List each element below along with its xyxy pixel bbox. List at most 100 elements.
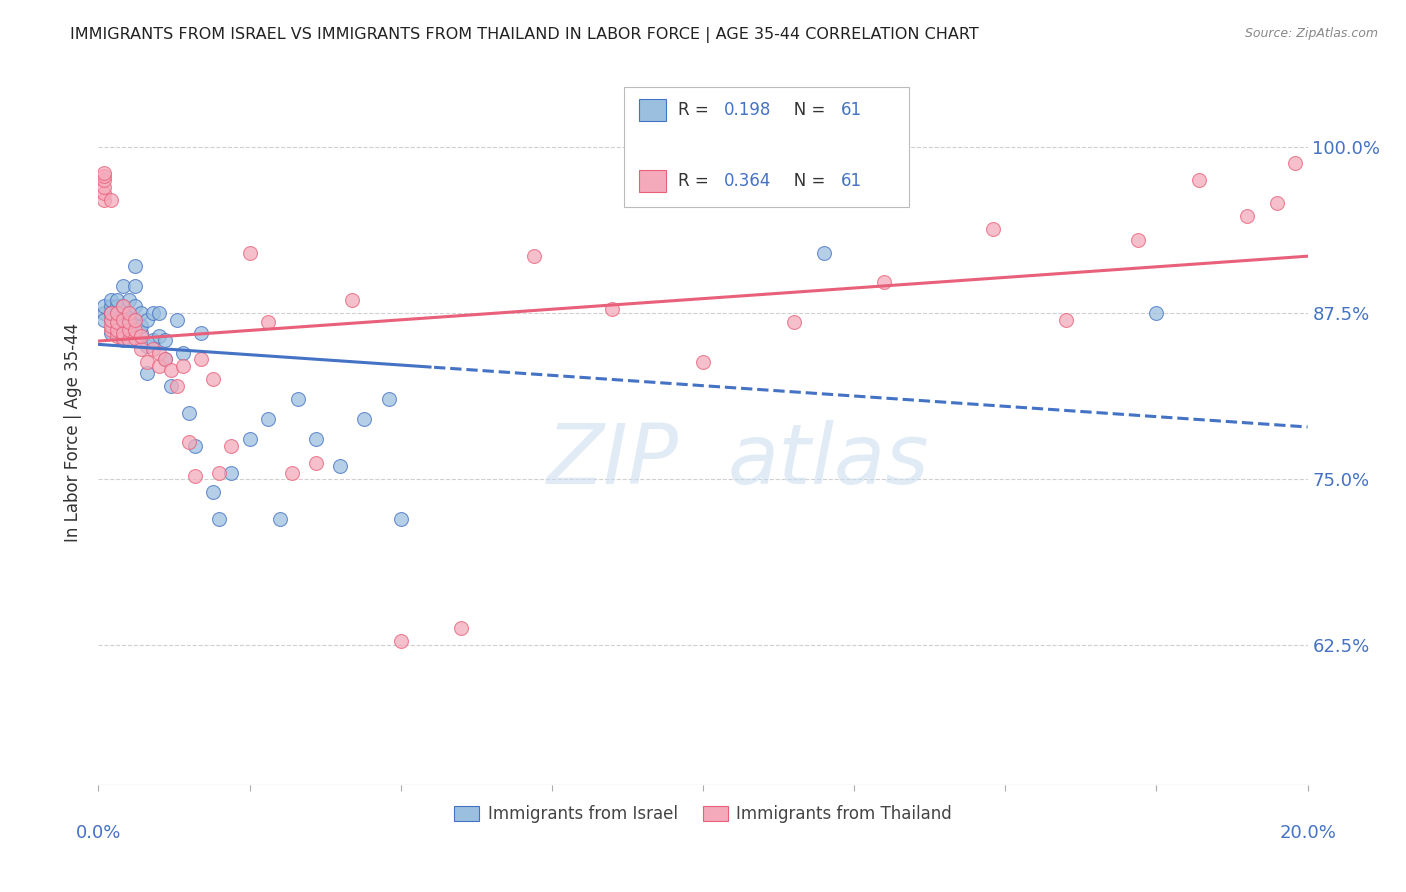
- Point: [208, 466, 231, 480]
- Text: R =: R =: [678, 102, 714, 120]
- Text: ZIP: ZIP: [547, 420, 679, 501]
- Point: [93, 186, 115, 201]
- Point: [105, 306, 128, 320]
- Point: [269, 512, 291, 526]
- Point: [1267, 195, 1289, 210]
- Text: 61: 61: [841, 172, 862, 190]
- Point: [172, 346, 194, 360]
- Point: [105, 328, 128, 343]
- Point: [118, 333, 141, 347]
- Point: [93, 299, 115, 313]
- Point: [329, 458, 352, 473]
- Point: [142, 342, 165, 356]
- Point: [166, 379, 188, 393]
- Legend: Immigrants from Israel, Immigrants from Thailand: Immigrants from Israel, Immigrants from …: [447, 798, 959, 830]
- Y-axis label: In Labor Force | Age 35-44: In Labor Force | Age 35-44: [65, 323, 83, 542]
- Point: [981, 222, 1004, 236]
- Point: [93, 312, 115, 326]
- Point: [100, 312, 122, 326]
- Point: [129, 319, 152, 334]
- Point: [202, 372, 225, 386]
- Point: [93, 173, 115, 187]
- Point: [111, 326, 134, 340]
- Point: [93, 193, 115, 207]
- Point: [523, 249, 546, 263]
- Point: [93, 306, 115, 320]
- Point: [111, 299, 134, 313]
- Point: [160, 363, 183, 377]
- Point: [153, 352, 176, 367]
- Point: [239, 246, 262, 260]
- Point: [202, 485, 225, 500]
- Text: Source: ZipAtlas.com: Source: ZipAtlas.com: [1244, 27, 1378, 40]
- Point: [124, 312, 146, 326]
- Point: [111, 312, 134, 326]
- Point: [135, 339, 157, 353]
- Text: N =: N =: [778, 172, 831, 190]
- Point: [111, 326, 134, 340]
- Point: [118, 293, 141, 307]
- Point: [111, 331, 134, 345]
- Point: [142, 306, 165, 320]
- Point: [377, 392, 399, 407]
- Point: [100, 193, 122, 207]
- Point: [105, 323, 128, 337]
- Point: [160, 379, 183, 393]
- Point: [1128, 233, 1150, 247]
- Point: [1236, 209, 1258, 223]
- Point: [118, 323, 141, 337]
- Point: [692, 355, 714, 369]
- FancyBboxPatch shape: [638, 169, 665, 192]
- Point: [305, 432, 328, 446]
- Point: [389, 634, 412, 648]
- Point: [111, 279, 134, 293]
- Text: 61: 61: [841, 102, 862, 120]
- Point: [100, 306, 122, 320]
- Point: [118, 306, 141, 320]
- Point: [93, 166, 115, 180]
- Point: [450, 621, 472, 635]
- Point: [105, 319, 128, 334]
- Point: [100, 312, 122, 326]
- Point: [1054, 312, 1077, 326]
- Point: [135, 355, 157, 369]
- Point: [124, 260, 146, 274]
- Point: [105, 312, 128, 326]
- Point: [124, 299, 146, 313]
- Point: [179, 434, 201, 449]
- Point: [148, 328, 170, 343]
- Text: R =: R =: [678, 172, 714, 190]
- Point: [153, 352, 176, 367]
- Point: [129, 342, 152, 356]
- Point: [153, 333, 176, 347]
- Point: [1144, 306, 1167, 320]
- Point: [111, 306, 134, 320]
- Point: [118, 315, 141, 329]
- Point: [124, 331, 146, 345]
- Point: [129, 326, 152, 340]
- Point: [100, 326, 122, 340]
- Point: [208, 512, 231, 526]
- Point: [602, 301, 624, 316]
- Point: [256, 315, 278, 329]
- Point: [105, 315, 128, 329]
- Point: [256, 412, 278, 426]
- Point: [129, 306, 152, 320]
- Point: [100, 306, 122, 320]
- Point: [111, 299, 134, 313]
- Point: [184, 439, 207, 453]
- Point: [353, 412, 375, 426]
- Point: [105, 326, 128, 340]
- Point: [111, 333, 134, 347]
- Point: [105, 299, 128, 313]
- FancyBboxPatch shape: [624, 87, 908, 207]
- Point: [93, 169, 115, 183]
- Point: [166, 312, 188, 326]
- Point: [172, 359, 194, 373]
- Point: [190, 326, 212, 340]
- Point: [148, 359, 170, 373]
- Point: [221, 439, 243, 453]
- FancyBboxPatch shape: [638, 99, 665, 121]
- Point: [783, 315, 806, 329]
- Point: [142, 333, 165, 347]
